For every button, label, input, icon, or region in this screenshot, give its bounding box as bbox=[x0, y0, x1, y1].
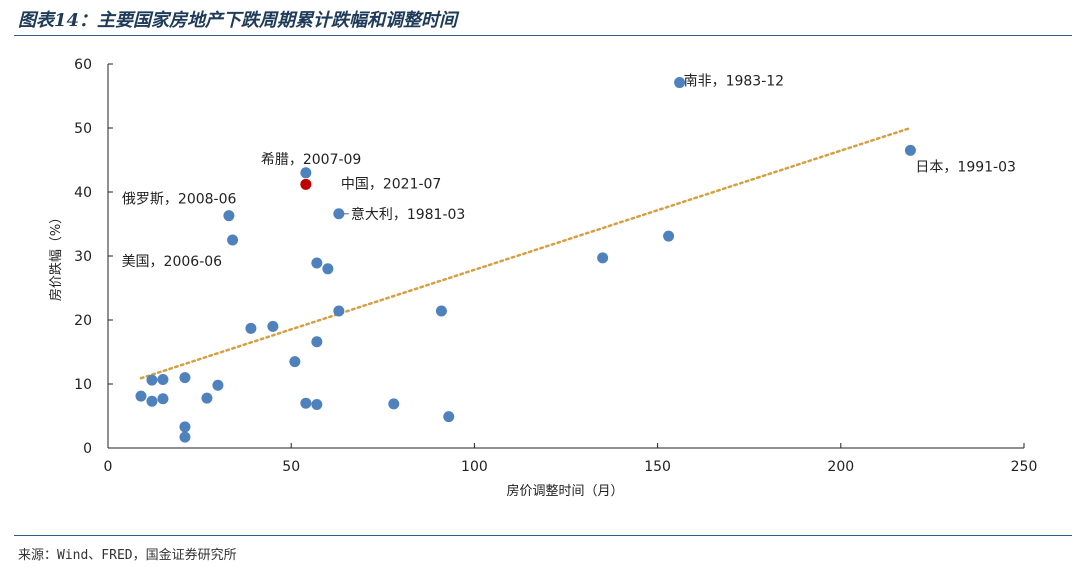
data-point bbox=[322, 263, 334, 275]
data-point bbox=[227, 234, 239, 246]
data-point bbox=[223, 210, 235, 222]
y-tick-label: 20 bbox=[74, 313, 92, 329]
data-point bbox=[212, 379, 224, 391]
data-point bbox=[146, 374, 158, 386]
x-tick-label: 200 bbox=[827, 459, 854, 475]
data-point bbox=[388, 398, 400, 410]
annotation-label: 希腊，2007-09 bbox=[261, 152, 362, 168]
data-point bbox=[146, 395, 158, 407]
x-axis-label: 房价调整时间（月） bbox=[506, 483, 623, 499]
data-point bbox=[904, 144, 916, 156]
figure-title: 图表14：主要国家房地产下跌周期累计跌幅和调整时间 bbox=[18, 10, 458, 31]
data-point bbox=[300, 397, 312, 409]
x-tick-label: 0 bbox=[104, 459, 113, 475]
data-point bbox=[179, 421, 191, 433]
data-point bbox=[201, 392, 213, 404]
y-tick-label: 40 bbox=[74, 185, 92, 201]
data-point bbox=[333, 208, 345, 220]
trendline-layer bbox=[139, 126, 912, 380]
y-tick-label: 60 bbox=[74, 57, 92, 73]
data-point bbox=[311, 398, 323, 410]
y-tick-label: 0 bbox=[83, 441, 92, 457]
annotations-layer: 南非，1983-12 日本，1991-03 希腊，2007-09 中国，2021-07… bbox=[122, 74, 1016, 270]
y-axis-label: 房价跌幅（%） bbox=[48, 211, 64, 301]
data-point bbox=[333, 305, 345, 317]
footer-divider bbox=[14, 535, 1072, 536]
trendline bbox=[139, 126, 912, 380]
data-point bbox=[157, 393, 169, 405]
y-tick-label: 10 bbox=[74, 377, 92, 393]
annotation-label: 美国，2006-06 bbox=[122, 254, 223, 270]
data-point bbox=[311, 257, 323, 269]
data-point bbox=[157, 374, 169, 386]
annotation-label: 俄罗斯，2008-06 bbox=[122, 192, 237, 208]
title-divider bbox=[14, 35, 1072, 36]
data-point bbox=[311, 336, 323, 348]
y-tick-label: 30 bbox=[74, 249, 92, 265]
x-tick-label: 250 bbox=[1011, 459, 1038, 475]
y-tick-label: 50 bbox=[74, 121, 92, 137]
data-point bbox=[663, 230, 675, 242]
data-point bbox=[245, 322, 257, 334]
scatter-chart: 0 10 20 30 40 50 60 0 50 100 150 200 250 南非，1983-12 日… bbox=[48, 57, 1037, 499]
data-point bbox=[179, 372, 191, 384]
points-layer bbox=[135, 77, 916, 443]
x-tick-label: 150 bbox=[644, 459, 671, 475]
source-note: 来源：Wind、FRED，国金证券研究所 bbox=[18, 548, 237, 563]
data-point bbox=[135, 390, 147, 402]
annotation-label: 中国，2021-07 bbox=[341, 176, 442, 192]
data-point bbox=[300, 167, 312, 179]
annotation-label: 意大利，1981-03 bbox=[351, 206, 466, 223]
x-tick-label: 100 bbox=[461, 459, 488, 475]
axes: 0 10 20 30 40 50 60 0 50 100 150 200 250 bbox=[74, 57, 1037, 475]
data-point bbox=[443, 411, 455, 423]
data-point bbox=[289, 356, 301, 368]
data-point-china bbox=[300, 178, 312, 190]
data-point bbox=[597, 252, 609, 264]
data-point bbox=[674, 77, 686, 89]
data-point bbox=[179, 431, 191, 443]
data-point bbox=[267, 320, 279, 332]
annotation-label: 日本，1991-03 bbox=[915, 159, 1016, 175]
x-tick-label: 50 bbox=[282, 459, 300, 475]
data-point bbox=[435, 305, 447, 317]
annotation-label: 南非，1983-12 bbox=[684, 74, 785, 90]
